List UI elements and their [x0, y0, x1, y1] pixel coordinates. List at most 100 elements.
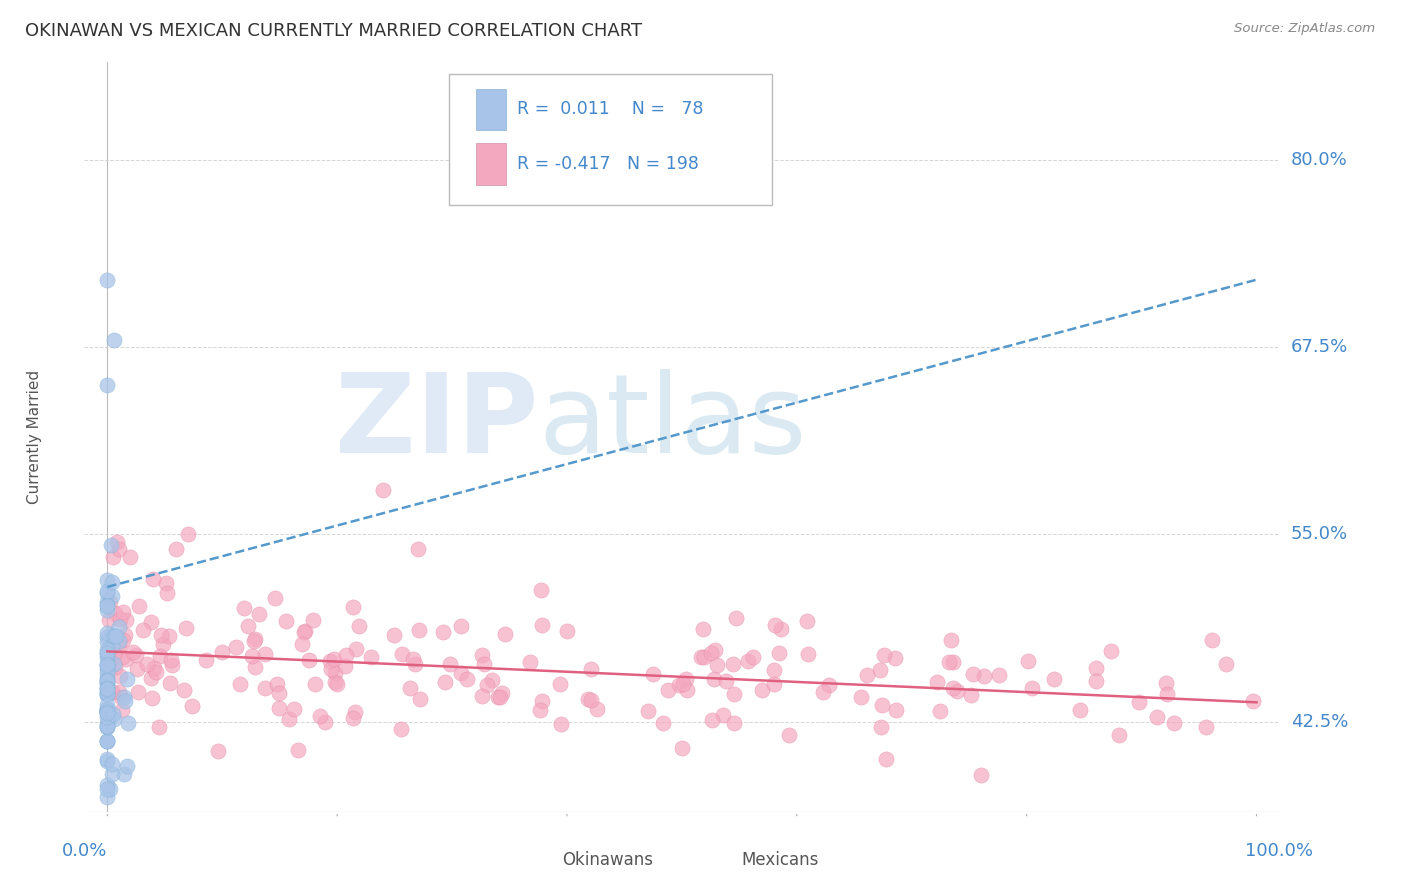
- Text: ZIP: ZIP: [335, 368, 538, 475]
- Point: [100, 595, 122, 609]
- Text: 80.0%: 80.0%: [1291, 151, 1347, 169]
- Point: [1201, 633, 1223, 648]
- Point: [96, 674, 118, 689]
- Point: [122, 645, 145, 659]
- Point: [294, 624, 316, 638]
- Point: [96, 681, 118, 695]
- Point: [399, 681, 422, 695]
- Point: [112, 767, 135, 781]
- Point: [207, 744, 229, 758]
- Point: [519, 656, 541, 670]
- Point: [97, 614, 120, 628]
- Point: [100, 538, 122, 552]
- Point: [96, 681, 118, 695]
- Point: [1163, 715, 1185, 730]
- Point: [108, 620, 131, 634]
- Point: [211, 645, 233, 659]
- Point: [494, 627, 516, 641]
- Point: [301, 613, 323, 627]
- Point: [114, 628, 136, 642]
- Point: [942, 681, 965, 695]
- Point: [110, 690, 132, 704]
- Point: [274, 614, 297, 628]
- Point: [96, 573, 118, 587]
- Point: [96, 705, 118, 719]
- Point: [406, 542, 429, 557]
- Point: [373, 483, 395, 497]
- Point: [472, 657, 495, 671]
- Point: [225, 640, 247, 654]
- Point: [127, 662, 149, 676]
- Point: [160, 653, 183, 667]
- Point: [101, 706, 124, 721]
- Point: [723, 715, 745, 730]
- Point: [1021, 681, 1043, 696]
- Point: [148, 720, 170, 734]
- Point: [450, 619, 472, 633]
- Point: [101, 549, 124, 564]
- Point: [124, 648, 146, 662]
- Point: [550, 716, 572, 731]
- Point: [114, 694, 136, 708]
- Point: [389, 723, 412, 737]
- Point: [1017, 654, 1039, 668]
- Point: [100, 575, 122, 590]
- Point: [115, 613, 138, 627]
- Point: [1128, 694, 1150, 708]
- Point: [96, 625, 118, 640]
- Point: [1099, 643, 1122, 657]
- Point: [402, 652, 425, 666]
- Point: [145, 665, 167, 680]
- Point: [108, 669, 131, 683]
- Point: [450, 665, 472, 680]
- Point: [98, 652, 121, 666]
- Point: [344, 641, 367, 656]
- Point: [149, 649, 172, 664]
- Point: [813, 685, 835, 699]
- Point: [101, 589, 124, 603]
- Point: [700, 646, 723, 660]
- Point: [529, 703, 551, 717]
- Point: [96, 599, 118, 613]
- Point: [96, 733, 118, 747]
- Point: [319, 654, 342, 668]
- Point: [304, 677, 326, 691]
- Point: [408, 624, 430, 638]
- Point: [96, 778, 118, 792]
- Point: [96, 595, 118, 609]
- Point: [96, 682, 118, 697]
- Point: [96, 662, 118, 676]
- Point: [711, 707, 734, 722]
- Point: [96, 584, 118, 599]
- Point: [266, 676, 288, 690]
- Point: [96, 752, 118, 766]
- Point: [382, 628, 405, 642]
- Point: [96, 698, 118, 712]
- Point: [322, 652, 344, 666]
- Point: [1195, 720, 1218, 734]
- Point: [855, 668, 877, 682]
- Text: atlas: atlas: [538, 368, 807, 475]
- Point: [96, 686, 118, 700]
- Point: [195, 653, 218, 667]
- Point: [297, 653, 319, 667]
- Point: [98, 782, 121, 797]
- Point: [100, 685, 122, 699]
- Point: [103, 629, 125, 643]
- Point: [409, 691, 432, 706]
- Point: [671, 677, 693, 691]
- Point: [778, 728, 800, 742]
- Point: [530, 618, 553, 632]
- Point: [1156, 687, 1178, 701]
- Point: [96, 598, 118, 612]
- Point: [96, 688, 118, 702]
- Point: [1156, 675, 1178, 690]
- Point: [96, 702, 118, 716]
- Point: [323, 675, 346, 690]
- Point: [689, 649, 711, 664]
- Point: [335, 648, 357, 663]
- Point: [115, 652, 138, 666]
- Point: [1069, 703, 1091, 717]
- Point: [96, 706, 118, 720]
- Point: [762, 677, 785, 691]
